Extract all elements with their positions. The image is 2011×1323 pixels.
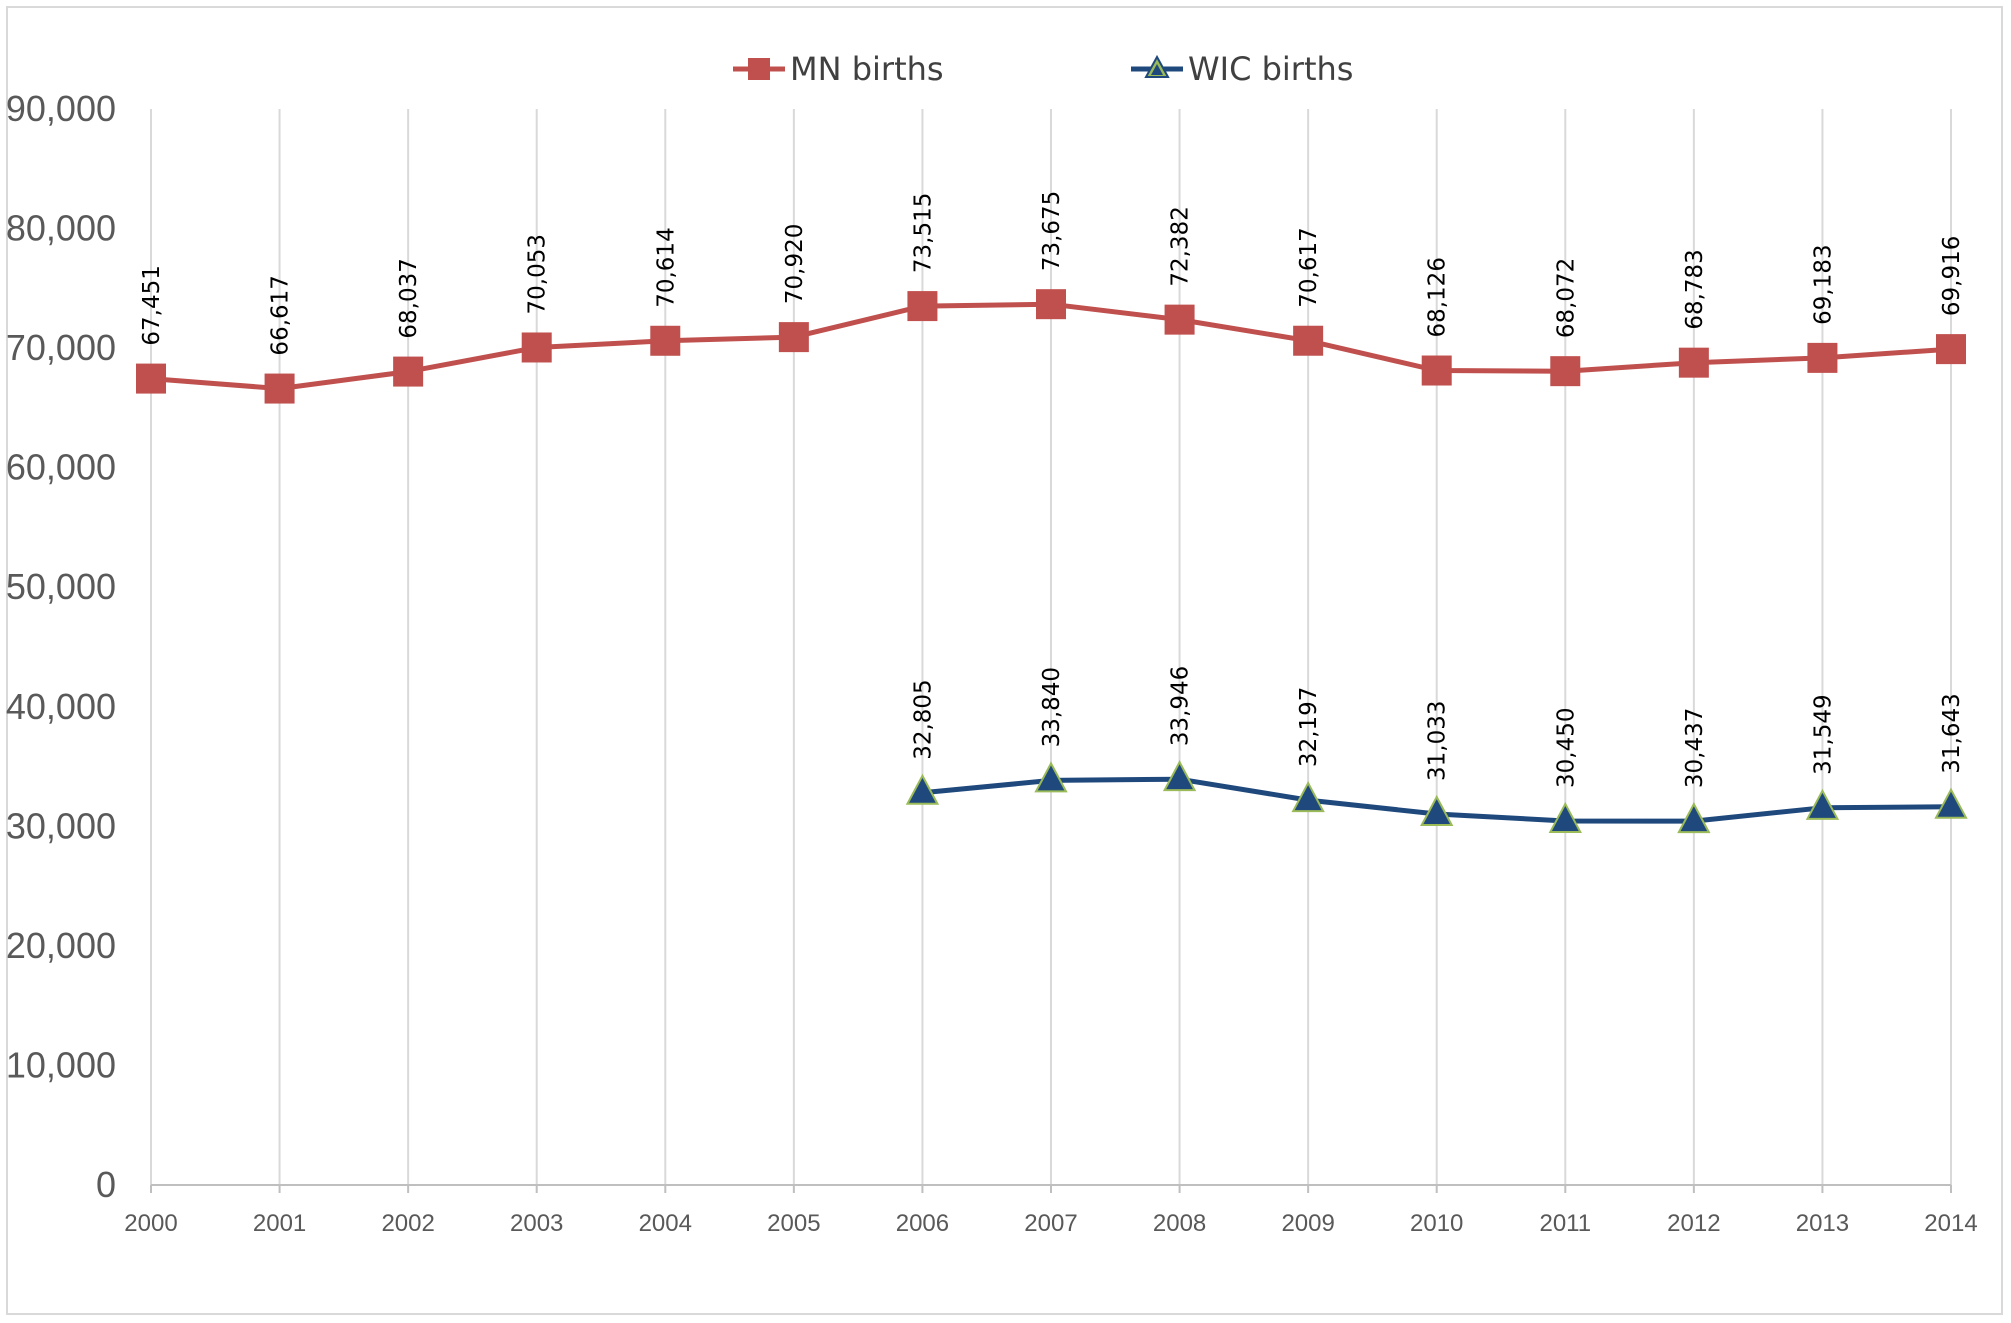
data-point-square xyxy=(393,356,424,387)
x-tick-label: 2013 xyxy=(1796,1210,1849,1237)
data-labels: 67,451 66,617 68,037 70,053 70,614 70,920 73,5… xyxy=(139,191,1965,788)
data-point-square xyxy=(1936,334,1966,365)
data-point-square xyxy=(1036,289,1066,320)
legend-label: MN births xyxy=(790,50,944,88)
data-point-triangle xyxy=(1291,780,1325,813)
x-tick-label: 2012 xyxy=(1667,1210,1720,1237)
y-tick-label: 90,000 xyxy=(6,88,116,129)
legend-triangle-inner xyxy=(1151,64,1163,75)
data-point-square xyxy=(907,291,938,322)
series xyxy=(136,289,1968,834)
data-label: 70,920 xyxy=(782,224,808,304)
legend: MN births WIC births xyxy=(733,50,1353,88)
data-point-square xyxy=(1807,342,1838,373)
x-tick-label: 2005 xyxy=(767,1210,820,1237)
data-point-square xyxy=(136,363,166,394)
y-tick-label: 80,000 xyxy=(6,208,116,249)
data-label: 70,614 xyxy=(653,227,679,307)
gridlines xyxy=(150,109,1952,1185)
data-label: 70,617 xyxy=(1296,227,1322,307)
data-label: 73,515 xyxy=(910,193,936,273)
data-label: 66,617 xyxy=(268,275,294,355)
data-point-triangle xyxy=(1162,760,1197,792)
data-point-square xyxy=(1421,355,1452,386)
y-tick-label: 10,000 xyxy=(6,1044,116,1085)
data-label: 70,053 xyxy=(525,234,551,314)
x-tick-label: 2004 xyxy=(639,1210,692,1237)
x-tick-label: 2006 xyxy=(896,1210,949,1237)
data-point-triangle xyxy=(905,773,940,805)
x-tick-label: 2010 xyxy=(1410,1210,1463,1237)
data-point-square xyxy=(778,322,809,353)
x-tick-label: 2011 xyxy=(1539,1210,1591,1237)
data-point-triangle xyxy=(1034,761,1068,793)
y-tick-label: 50,000 xyxy=(6,566,116,607)
axes: 2000 2001 2002 2003 2004 2005 2006 2007 2008 2009… xyxy=(6,88,1978,1237)
chart-container xyxy=(6,6,2003,1315)
data-point-square xyxy=(1164,304,1195,335)
data-point-triangle xyxy=(1805,788,1840,820)
y-tick-label: 70,000 xyxy=(6,327,116,368)
data-label: 67,451 xyxy=(139,265,165,345)
data-label: 69,183 xyxy=(1810,244,1836,324)
data-point-square xyxy=(1550,356,1581,387)
data-label: 31,549 xyxy=(1810,694,1836,774)
data-label: 68,072 xyxy=(1553,258,1579,338)
x-tick-label: 2007 xyxy=(1024,1210,1077,1237)
data-point-square xyxy=(264,373,295,404)
y-tick-label: 0 xyxy=(96,1164,116,1205)
data-label: 32,197 xyxy=(1296,687,1322,767)
x-tick-label: 2009 xyxy=(1281,1210,1334,1237)
x-tick-label: 2001 xyxy=(253,1210,306,1237)
y-tick-label: 40,000 xyxy=(6,686,116,727)
data-point-triangle xyxy=(1934,787,1968,819)
data-label: 33,946 xyxy=(1168,666,1194,746)
y-tick-label: 20,000 xyxy=(6,925,116,966)
data-label: 31,033 xyxy=(1425,700,1451,780)
data-point-triangle xyxy=(1420,794,1454,826)
y-tick-label: 60,000 xyxy=(6,447,116,488)
data-label: 68,126 xyxy=(1425,257,1451,337)
x-tick-label: 2008 xyxy=(1153,1210,1206,1237)
data-point-triangle xyxy=(1548,801,1582,833)
data-label: 72,382 xyxy=(1168,206,1194,286)
legend-label: WIC births xyxy=(1188,50,1353,88)
data-point-square xyxy=(1678,347,1709,378)
x-tick-label: 2002 xyxy=(381,1210,434,1237)
data-label: 73,675 xyxy=(1039,191,1065,271)
data-label: 68,037 xyxy=(396,258,422,338)
data-label: 32,805 xyxy=(910,679,936,759)
data-label: 33,840 xyxy=(1039,667,1065,747)
data-label: 68,783 xyxy=(1682,249,1708,329)
data-point-square xyxy=(521,332,552,363)
x-tick-label: 2000 xyxy=(124,1210,177,1237)
data-label: 31,643 xyxy=(1939,693,1965,773)
data-label: 69,916 xyxy=(1939,236,1965,316)
legend-square-marker xyxy=(748,58,770,80)
data-point-square xyxy=(650,325,681,356)
data-label: 30,437 xyxy=(1682,708,1708,788)
x-tick-label: 2014 xyxy=(1924,1210,1977,1237)
data-point-triangle xyxy=(1677,801,1711,834)
data-point-square xyxy=(1293,325,1324,356)
x-tick-label: 2003 xyxy=(510,1210,563,1237)
data-label: 30,450 xyxy=(1553,707,1579,787)
y-tick-label: 30,000 xyxy=(6,805,116,846)
